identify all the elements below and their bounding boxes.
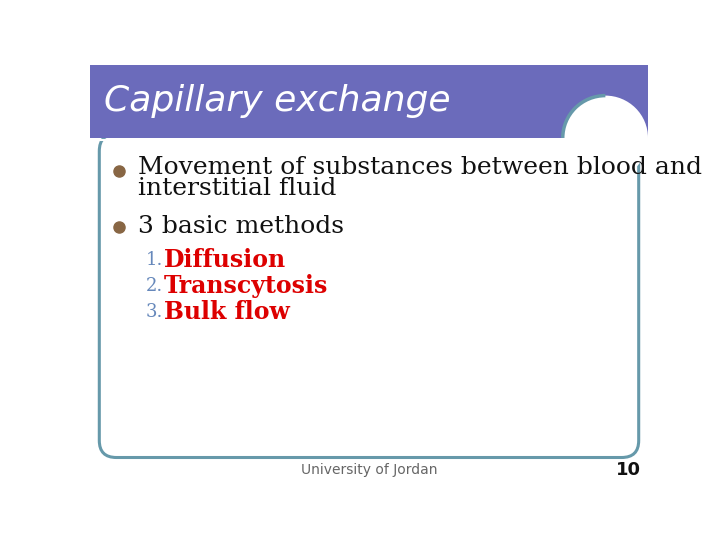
Text: 10: 10 bbox=[616, 461, 641, 479]
Text: 2.: 2. bbox=[145, 277, 163, 295]
Text: Movement of substances between blood and: Movement of substances between blood and bbox=[138, 156, 702, 179]
Text: Transcytosis: Transcytosis bbox=[163, 274, 328, 298]
Text: interstitial fluid: interstitial fluid bbox=[138, 177, 336, 200]
Bar bbox=[90, 65, 648, 138]
Text: Diffusion: Diffusion bbox=[163, 248, 286, 272]
Text: University of Jordan: University of Jordan bbox=[301, 463, 437, 477]
Circle shape bbox=[563, 96, 648, 180]
Text: 1.: 1. bbox=[145, 251, 163, 268]
FancyBboxPatch shape bbox=[99, 134, 639, 457]
Text: Capillary exchange: Capillary exchange bbox=[104, 84, 451, 118]
Text: 3.: 3. bbox=[145, 303, 163, 321]
Text: 3 basic methods: 3 basic methods bbox=[138, 215, 344, 238]
Text: Bulk flow: Bulk flow bbox=[163, 300, 289, 324]
